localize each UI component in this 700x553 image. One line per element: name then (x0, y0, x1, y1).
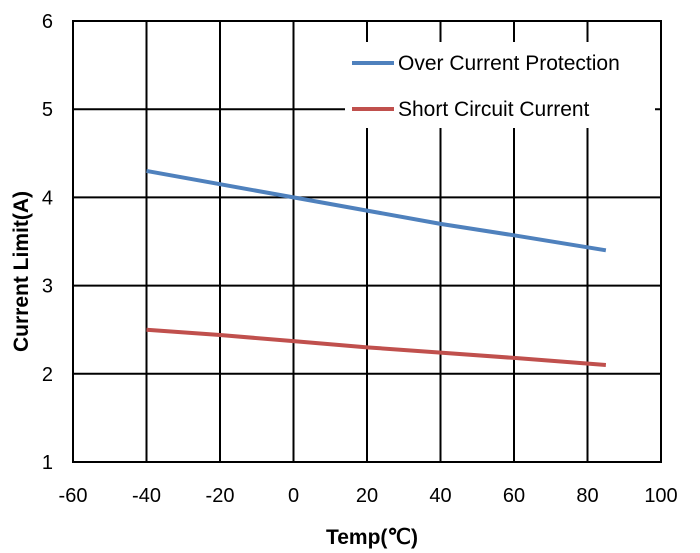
series-line-0 (146, 168, 607, 253)
series-line-1 (146, 327, 607, 367)
y-tick-label: 6 (42, 11, 53, 33)
legend-background (345, 42, 655, 128)
y-tick-label: 5 (42, 99, 53, 121)
x-tick-label: -20 (206, 485, 235, 507)
x-tick-label: 0 (288, 485, 299, 507)
y-tick-label: 1 (42, 452, 53, 474)
legend-label-short-circuit-current: Short Circuit Current (398, 98, 590, 121)
legend: Over Current Protection Short Circuit Cu… (345, 42, 655, 128)
x-tick-label: 20 (356, 485, 378, 507)
x-tick-label: -40 (132, 485, 161, 507)
y-tick-labels: 1 2 3 4 5 6 (42, 11, 53, 474)
y-axis-title: Current Limit(A) (10, 191, 33, 352)
x-tick-label: 60 (503, 485, 525, 507)
legend-label-over-current-protection: Over Current Protection (398, 52, 620, 75)
x-tick-label: 80 (576, 485, 598, 507)
y-tick-label: 4 (42, 187, 53, 209)
x-tick-label: 40 (429, 485, 451, 507)
y-tick-label: 2 (42, 364, 53, 386)
x-axis-title: Temp(℃) (326, 526, 418, 549)
x-tick-label: -60 (59, 485, 88, 507)
series-layer (146, 168, 607, 367)
x-tick-labels: -60 -40 -20 0 20 40 60 80 100 (59, 485, 678, 507)
plot-frame (72, 20, 662, 463)
x-tick-label: 100 (644, 485, 677, 507)
y-tick-label: 3 (42, 276, 53, 298)
